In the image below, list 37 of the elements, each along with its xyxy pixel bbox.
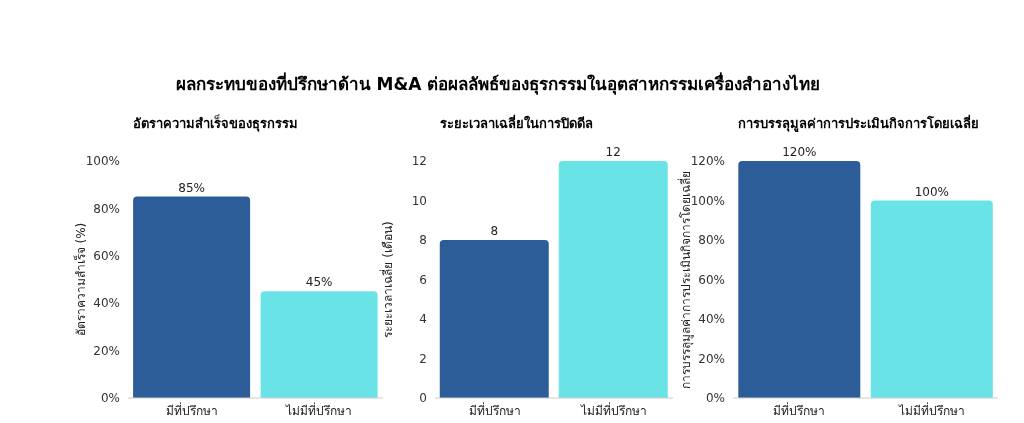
y-tick-label: 6 xyxy=(419,272,427,287)
x-tick-label: ไม่มีที่ปรึกษา xyxy=(579,401,647,418)
text: ผลกระทบของที่ปรึกษาด้าน M&A ต่อผลลัพธ์ของธุรกรรมในอุตสาหกรรมเครื่องสำอางไทย xyxy=(174,71,822,97)
y-tick-label: 120% xyxy=(690,154,725,169)
data-label: 8 xyxy=(490,224,499,238)
y-tick-label: 60% xyxy=(698,272,725,287)
y-tick-label: 0 xyxy=(419,391,427,406)
y-tick-label: 80% xyxy=(698,233,725,248)
y-tick-label: 20% xyxy=(698,351,725,366)
data-label: 12 xyxy=(605,145,621,159)
y-tick-label: 8 xyxy=(419,233,427,248)
y-tick-label: 40% xyxy=(698,312,725,327)
chart-title: ระยะเวลาเฉลี่ยในการปิดดีล xyxy=(439,113,594,133)
data-label: 120% xyxy=(782,145,817,159)
y-tick-label: 0% xyxy=(100,391,120,406)
y-tick-label: 0% xyxy=(705,391,725,406)
y-tick-label: 20% xyxy=(93,343,120,358)
y-tick-label: 100% xyxy=(85,154,120,169)
data-label: 45% xyxy=(305,275,333,290)
x-tick-label: มีที่ปรึกษา xyxy=(468,401,521,418)
x-tick-label: มีที่ปรึกษา xyxy=(165,401,218,418)
chart-title: อัตราความสำเร็จของธุรกรรม xyxy=(132,113,299,134)
x-tick-label: ไม่มีที่ปรึกษา xyxy=(285,401,353,418)
y-axis-title: อัตราความสำเร็จ (%) xyxy=(73,222,89,337)
y-tick-label: 60% xyxy=(93,249,120,264)
y-axis-title: ระยะเวลาเฉลี่ย (เดือน) xyxy=(379,221,396,338)
y-tick-label: 12 xyxy=(411,154,427,169)
x-tick-label: มีที่ปรึกษา xyxy=(773,401,826,418)
y-tick-label: 40% xyxy=(93,296,120,311)
chart-title: การบรรลุมูลค่าการประเมินกิจการโดยเฉลี่ย xyxy=(737,113,980,134)
x-tick-label: ไม่มีที่ปรึกษา xyxy=(897,401,965,418)
y-tick-label: 80% xyxy=(93,201,120,216)
y-tick-label: 2 xyxy=(419,351,427,366)
data-label: 100% xyxy=(914,184,949,199)
data-label: 85% xyxy=(178,180,205,195)
y-tick-label: 4 xyxy=(419,312,427,327)
y-tick-label: 10 xyxy=(411,193,427,208)
